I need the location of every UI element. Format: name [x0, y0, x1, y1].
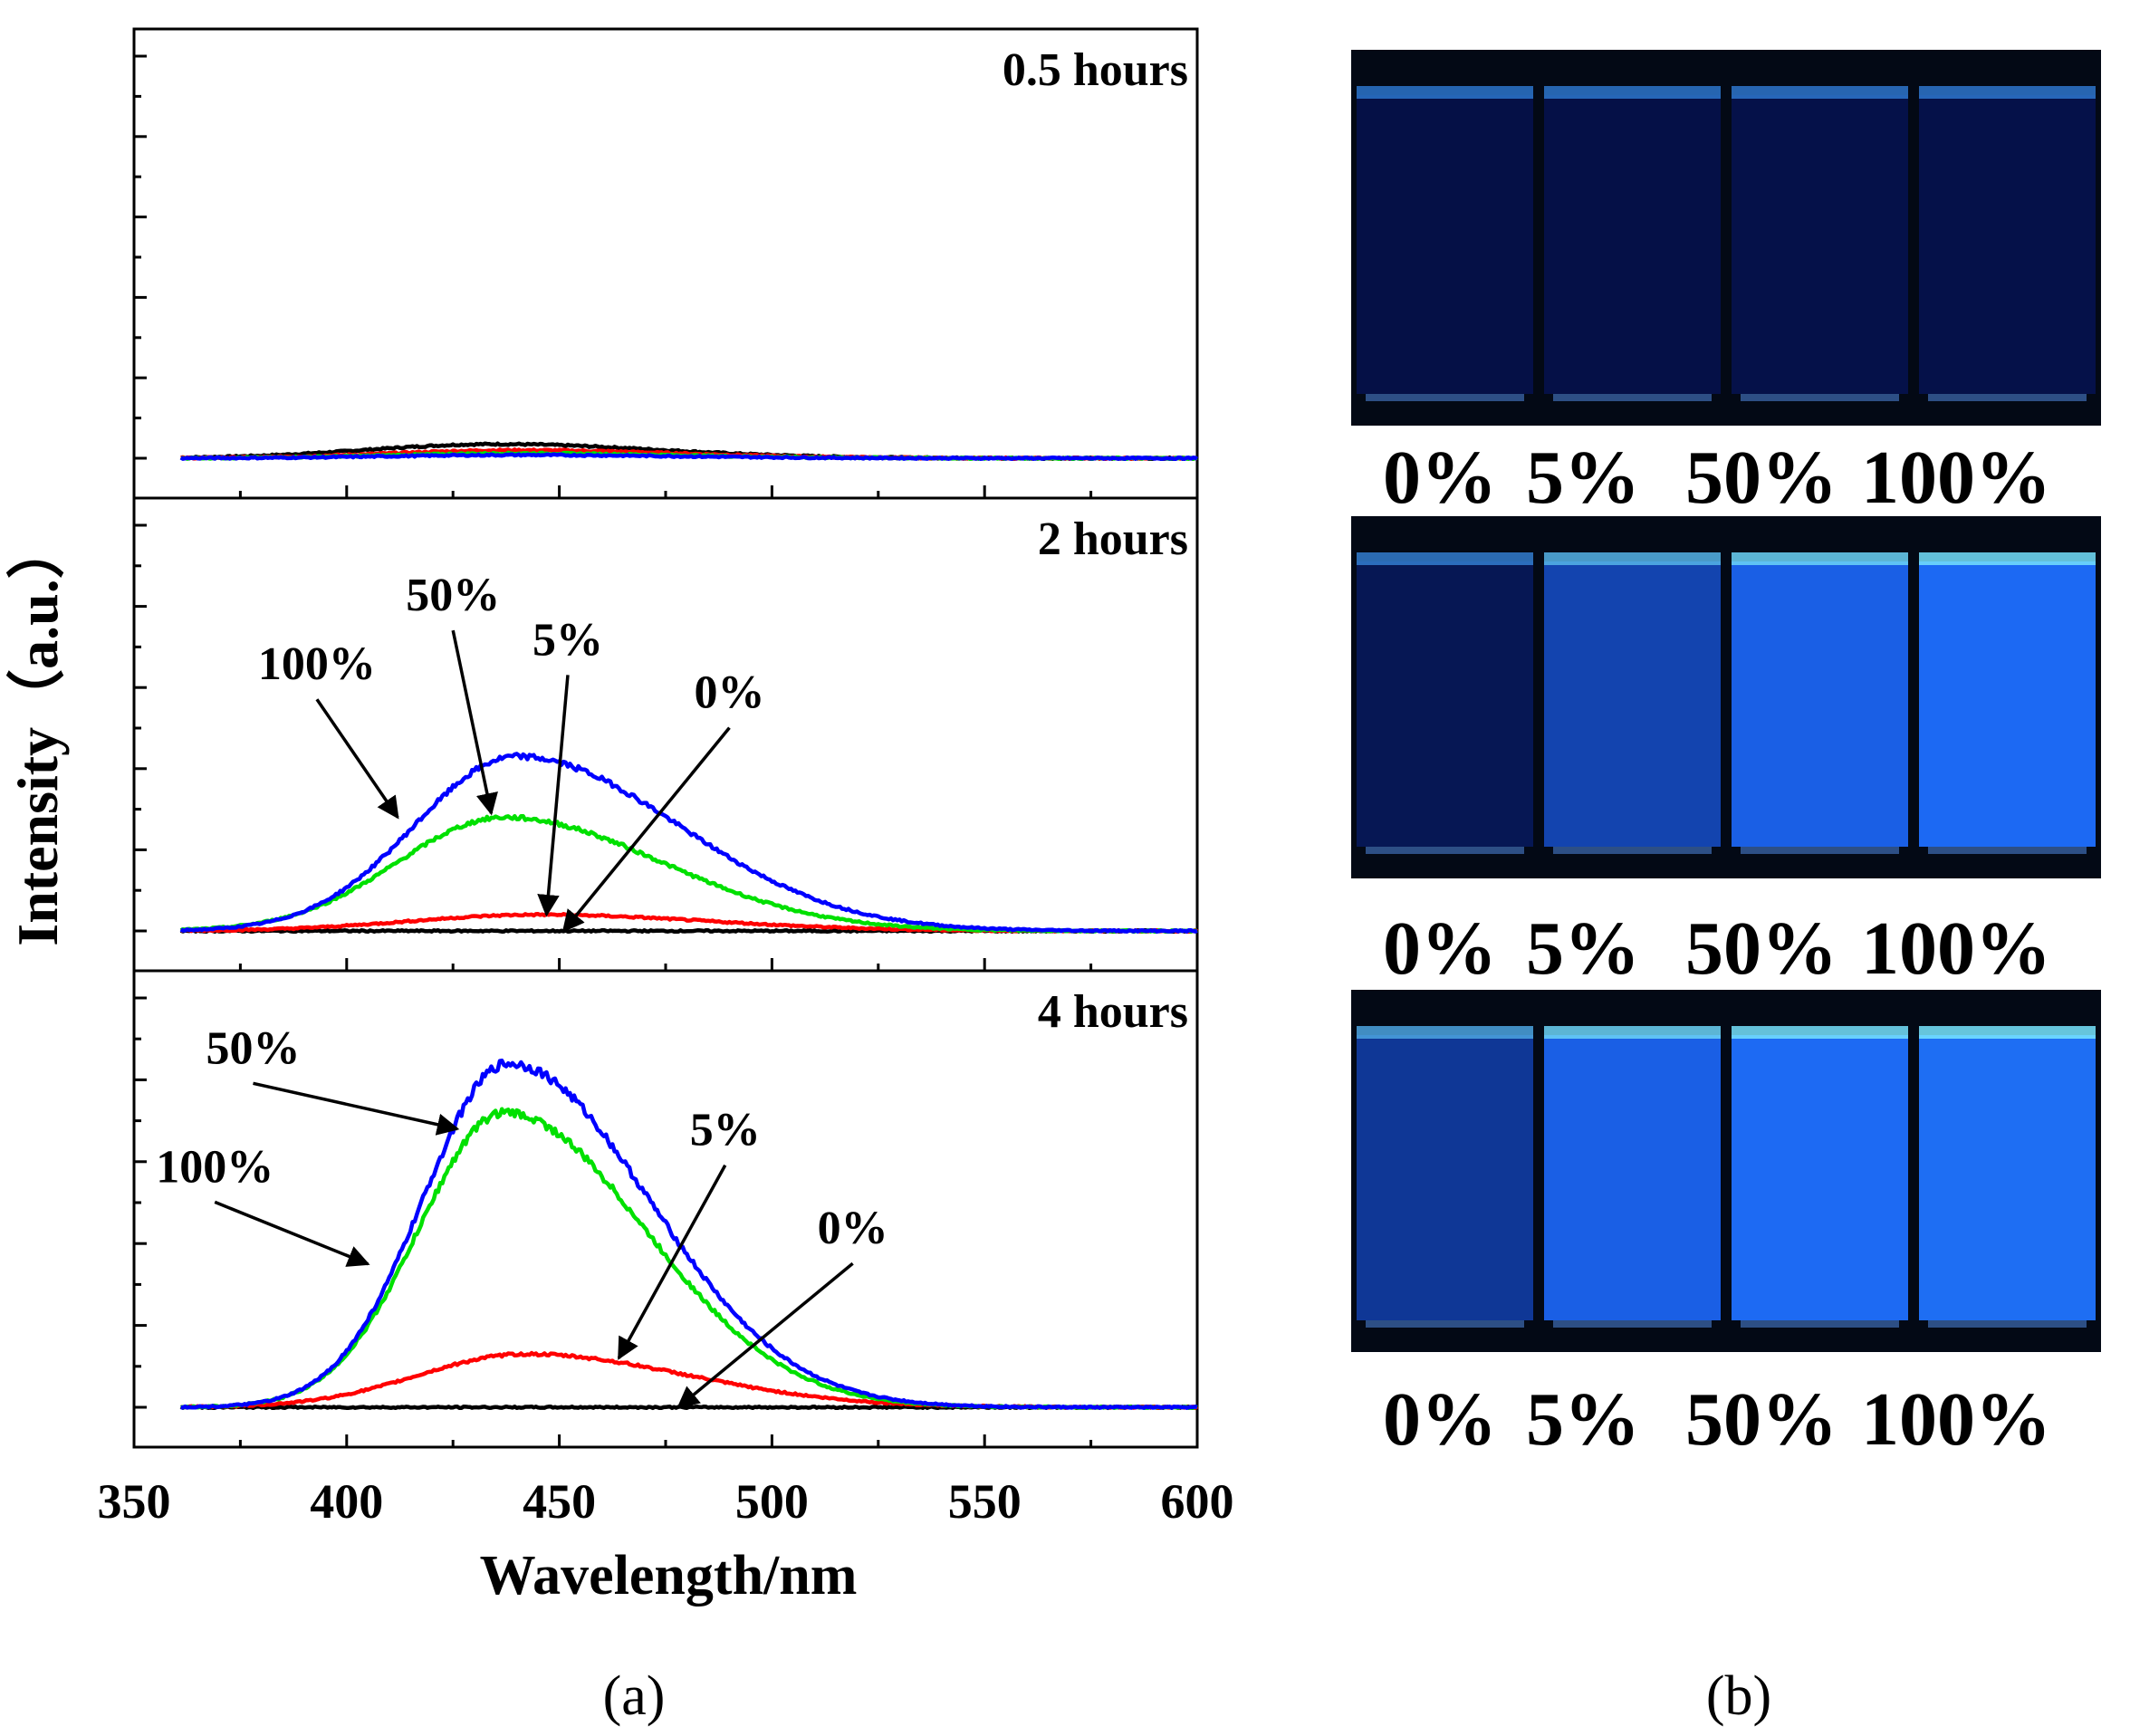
panel-label-b: (b)	[1706, 1665, 1771, 1727]
vial-label: 100%	[1861, 436, 2051, 520]
spectra-chart: Intensity（a.u.） Wavelength/nm (a) 350 400…	[5, 27, 1234, 1727]
vial-meniscus	[1357, 86, 1533, 99]
annotation-label: 5%	[690, 1105, 761, 1156]
vial-label: 100%	[1861, 1377, 2051, 1462]
vial-meniscus	[1544, 552, 1721, 565]
vial-meniscus	[1544, 86, 1721, 99]
x-axis-label: Wavelength/nm	[480, 1545, 858, 1607]
annotation-arrow	[214, 1200, 370, 1267]
vial-base	[1928, 1320, 2087, 1328]
vial-50pct	[1732, 561, 1908, 847]
x-tick-label: 450	[523, 1474, 596, 1529]
panel-frame	[132, 27, 1199, 500]
vial-5pct	[1544, 561, 1721, 847]
vial-0pct	[1357, 1035, 1533, 1320]
vial-meniscus	[1919, 86, 2096, 99]
vial-meniscus	[1732, 552, 1908, 565]
vial-base	[1366, 1320, 1524, 1328]
annotation-label: 50%	[406, 570, 500, 621]
annotation-label: 0%	[694, 667, 764, 719]
x-tick-label: 350	[98, 1474, 171, 1529]
annotation-label: 5%	[532, 614, 603, 666]
vial-100pct	[1919, 95, 2096, 394]
panel-title: 2 hours	[1038, 513, 1188, 565]
vial-meniscus	[1919, 552, 2096, 565]
vial-label: 0%	[1383, 1377, 1497, 1462]
plot-panels: 0.5 hours 2 hours 100% 50% 5% 0% 4 hours 50% 100…	[132, 27, 1199, 1449]
vial-base	[1553, 847, 1712, 854]
annotation-arrow	[561, 726, 731, 933]
series-100pct	[179, 752, 1198, 934]
vial-label: 50%	[1685, 906, 1837, 991]
vial-meniscus	[1732, 1026, 1908, 1039]
vial-100pct	[1919, 1035, 2096, 1320]
x-tick-label: 400	[310, 1474, 383, 1529]
panel-title: 0.5 hours	[1003, 44, 1188, 96]
series-100pct	[180, 1058, 1198, 1410]
vial-50pct	[1732, 1035, 1908, 1320]
panel-label-a: (a)	[603, 1665, 666, 1727]
vial-meniscus	[1544, 1026, 1721, 1039]
vial-base	[1366, 847, 1524, 854]
series-100pct	[179, 452, 1199, 462]
annotation-arrow	[253, 1081, 460, 1136]
vial-base	[1366, 394, 1524, 401]
photo-row-3: 0% 5% 50% 100%	[1351, 990, 2101, 1462]
annotation-label: 0%	[818, 1203, 888, 1254]
panel-1: 0.5 hours	[132, 27, 1199, 500]
vial-base	[1553, 394, 1712, 401]
vial-5pct	[1544, 95, 1721, 394]
vial-photographs: 0% 5% 50% 100% 0% 5% 50% 100% 0% 5% 50% 100% (b)	[1351, 50, 2101, 1727]
panel-2: 2 hours 100% 50% 5% 0%	[132, 496, 1199, 973]
photo-row-1: 0% 5% 50% 100%	[1351, 50, 2101, 520]
vial-label: 100%	[1861, 906, 2051, 991]
vial-base	[1928, 847, 2087, 854]
vial-base	[1741, 1320, 1899, 1328]
annotation-label: 50%	[206, 1022, 300, 1074]
panel-3: 4 hours 50% 100% 5% 0%	[132, 969, 1199, 1449]
vial-5pct	[1544, 1035, 1721, 1320]
photo-row-2: 0% 5% 50% 100%	[1351, 516, 2101, 991]
x-tick-label: 500	[735, 1474, 809, 1529]
x-tick-labels: 350 400 450 500 550 600	[98, 1474, 1234, 1529]
vial-base	[1741, 847, 1899, 854]
annotation-arrow	[537, 675, 570, 917]
vial-meniscus	[1357, 552, 1533, 565]
vial-base	[1928, 394, 2087, 401]
x-tick-label: 600	[1161, 1474, 1234, 1529]
vial-label: 0%	[1383, 906, 1497, 991]
vial-label: 0%	[1383, 436, 1497, 520]
annotation-label: 100%	[156, 1141, 273, 1193]
vial-base	[1741, 394, 1899, 401]
annotation-arrow	[617, 1164, 727, 1360]
annotation-arrow	[315, 698, 399, 820]
annotation-arrow	[451, 629, 498, 816]
vial-50pct	[1732, 95, 1908, 394]
x-tick-label: 550	[948, 1474, 1022, 1529]
vial-label: 5%	[1526, 1377, 1640, 1462]
annotation-arrow	[676, 1261, 854, 1409]
panel-frame	[132, 496, 1199, 973]
vial-label: 5%	[1526, 436, 1640, 520]
vial-label: 50%	[1685, 436, 1837, 520]
y-axis-label: Intensity（a.u.）	[5, 521, 70, 945]
vial-label: 50%	[1685, 1377, 1837, 1462]
vial-meniscus	[1357, 1026, 1533, 1039]
vial-0pct	[1357, 95, 1533, 394]
vial-meniscus	[1732, 86, 1908, 99]
vial-label: 5%	[1526, 906, 1640, 991]
annotation-label: 100%	[258, 638, 376, 690]
vial-0pct	[1357, 561, 1533, 847]
vial-base	[1553, 1320, 1712, 1328]
vial-meniscus	[1919, 1026, 2096, 1039]
vial-100pct	[1919, 561, 2096, 847]
panel-title: 4 hours	[1038, 986, 1188, 1038]
